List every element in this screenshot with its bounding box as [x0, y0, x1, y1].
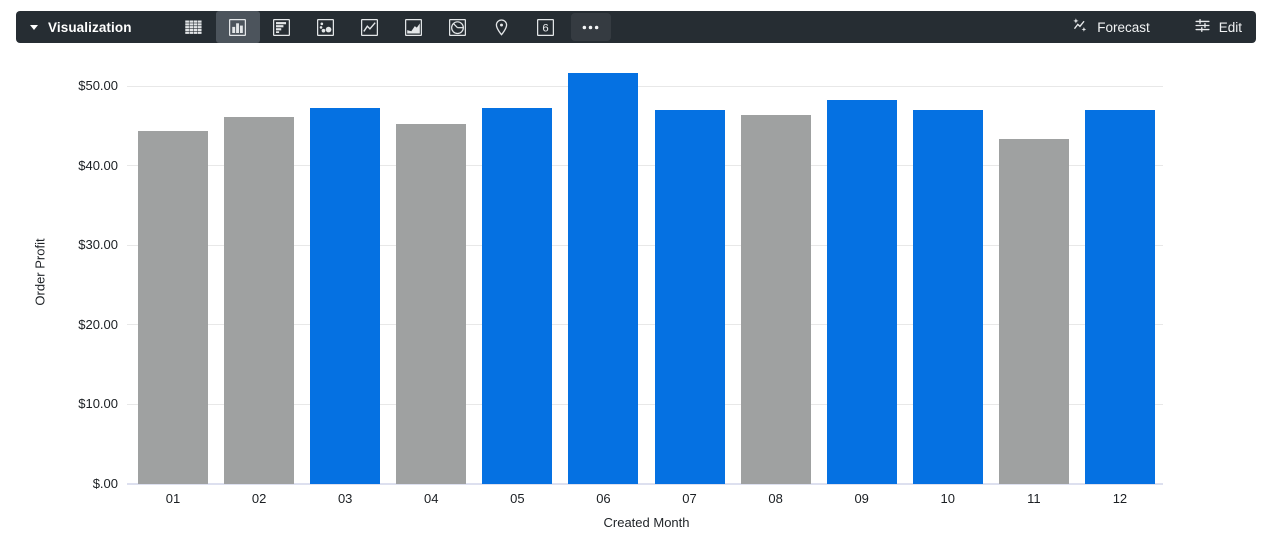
- chart-type-area-button[interactable]: [392, 11, 436, 43]
- gridline: [127, 85, 1163, 87]
- x-tick-label: 02: [251, 491, 267, 506]
- toolbar-actions: Forecast Edit: [1072, 17, 1242, 37]
- pie-icon: [449, 18, 467, 36]
- bar-12[interactable]: [1084, 109, 1155, 484]
- forecast-icon: [1072, 17, 1089, 37]
- x-axis-labels: 01 02 03 04 05 06 07 08 09 10 11 12: [130, 491, 1163, 509]
- chart-type-more-button[interactable]: [570, 13, 611, 41]
- x-tick-label: 09: [854, 491, 869, 506]
- x-tick-label: 08: [768, 491, 783, 506]
- plot-area: [127, 64, 1163, 485]
- visualization-dropdown[interactable]: Visualization: [30, 20, 132, 35]
- single-value-icon: 6: [537, 18, 555, 36]
- line-icon: [361, 18, 379, 36]
- x-tick-label: 05: [510, 491, 525, 506]
- bar-09[interactable]: [826, 100, 897, 484]
- table-icon: [185, 20, 202, 34]
- chart-type-line-button[interactable]: [348, 11, 392, 43]
- x-tick-label: 01: [165, 491, 181, 506]
- bar-10[interactable]: [912, 110, 983, 484]
- y-tick-label: $10.00: [78, 396, 118, 412]
- bar-06[interactable]: [568, 72, 639, 484]
- bar-02[interactable]: [224, 116, 295, 484]
- svg-text:6: 6: [542, 22, 548, 34]
- x-tick-label: 06: [596, 491, 611, 506]
- y-tick-label: $30.00: [78, 237, 118, 253]
- x-tick-label: 12: [1112, 491, 1128, 506]
- bar-08[interactable]: [740, 115, 811, 484]
- gridline: [127, 324, 1163, 326]
- chart-type-single-value-button[interactable]: 6: [524, 11, 568, 43]
- edit-icon: [1194, 17, 1211, 37]
- bar-07[interactable]: [654, 110, 725, 484]
- y-tick-label: $50.00: [78, 78, 118, 94]
- x-tick-label: 07: [682, 491, 697, 506]
- x-tick-label: 11: [1027, 491, 1041, 506]
- chart-type-buttons: 6: [172, 11, 611, 43]
- chart-type-table-button[interactable]: [172, 11, 216, 43]
- bar-03[interactable]: [310, 107, 381, 484]
- y-tick-label: $.00: [92, 476, 118, 491]
- x-axis-title: Created Month: [603, 515, 690, 530]
- bar-04[interactable]: [396, 123, 467, 484]
- more-icon: [582, 25, 599, 29]
- bar-05[interactable]: [482, 107, 553, 484]
- map-icon: [495, 18, 508, 36]
- x-axis-line: [127, 483, 1163, 485]
- area-icon: [405, 18, 423, 36]
- x-tick-label: 10: [940, 491, 956, 506]
- x-tick-label: 03: [337, 491, 353, 506]
- chart-type-column-button[interactable]: [215, 11, 260, 43]
- edit-label: Edit: [1218, 19, 1242, 35]
- gridline: [127, 403, 1163, 405]
- caret-down-icon: [30, 25, 38, 30]
- chart-type-scatter-button[interactable]: [304, 11, 348, 43]
- visualization-title: Visualization: [48, 19, 132, 35]
- chart-type-pie-button[interactable]: [436, 11, 480, 43]
- chart-type-map-button[interactable]: [480, 11, 524, 43]
- x-tick-label: 04: [424, 491, 439, 506]
- visualization-toolbar: Visualization 6 Forecast: [16, 11, 1256, 43]
- forecast-button[interactable]: Forecast: [1072, 17, 1150, 37]
- edit-button[interactable]: Edit: [1194, 17, 1242, 37]
- y-tick-label: $40.00: [78, 157, 118, 173]
- chart-type-bar-button[interactable]: [260, 11, 304, 43]
- gridline: [127, 244, 1163, 246]
- bar-icon: [273, 18, 291, 36]
- y-axis-labels: $50.00 $40.00 $30.00 $20.00 $10.00 $.00: [0, 64, 118, 491]
- forecast-label: Forecast: [1097, 19, 1150, 35]
- scatter-icon: [317, 18, 335, 36]
- column-icon: [229, 18, 247, 36]
- y-tick-label: $20.00: [78, 316, 118, 332]
- bar-11[interactable]: [998, 138, 1069, 484]
- gridline: [127, 165, 1163, 167]
- bar-01[interactable]: [138, 131, 209, 484]
